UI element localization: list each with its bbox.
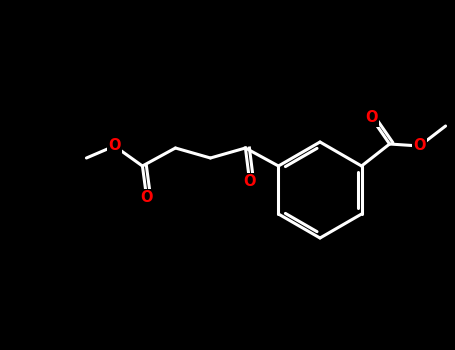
Text: O: O: [413, 139, 426, 154]
Text: O: O: [243, 175, 256, 189]
Text: O: O: [108, 139, 121, 154]
Text: O: O: [140, 190, 153, 205]
Text: O: O: [365, 111, 378, 126]
